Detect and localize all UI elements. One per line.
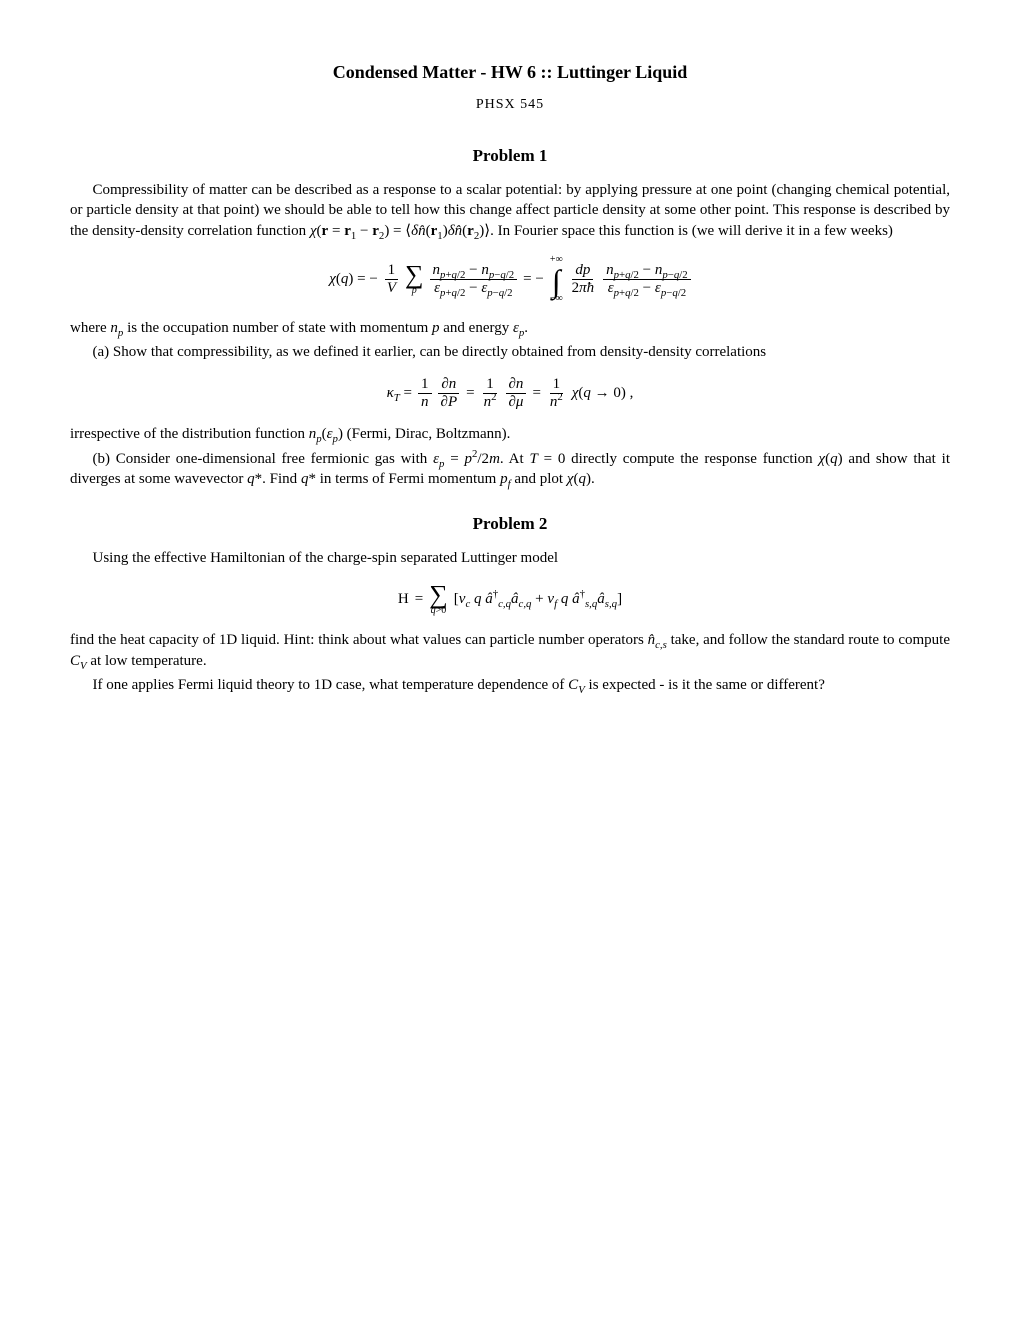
problem1-para2: where np is the occupation number of sta… [70, 318, 950, 338]
problem2-heading: Problem 2 [70, 513, 950, 536]
problem1-para3: (a) Show that compressibility, as we def… [70, 342, 950, 362]
problem1-eq1: χ(q) = − 1V ∑p np+q/2 − np−q/2 εp+q/2 − … [70, 255, 950, 304]
problem1-para5: (b) Consider one-dimensional free fermio… [70, 449, 950, 490]
problem2-para3: If one applies Fermi liquid theory to 1D… [70, 675, 950, 695]
problem2-para1: Using the effective Hamiltonian of the c… [70, 548, 950, 568]
problem2-para2: find the heat capacity of 1D liquid. Hin… [70, 630, 950, 671]
problem1-para1: Compressibility of matter can be describ… [70, 180, 950, 241]
course-code: PHSX 545 [70, 96, 950, 115]
problem1-eq2: κT = 1n ∂n∂P = 1n2 ∂n∂μ = 1n2 χ(q → 0) , [70, 376, 950, 410]
problem1-para4: irrespective of the distribution functio… [70, 424, 950, 444]
page-title: Condensed Matter - HW 6 :: Luttinger Liq… [70, 60, 950, 84]
problem1-heading: Problem 1 [70, 145, 950, 168]
problem2-eq1: H = ∑q>0 [vc q â†c,qâc,q + vf q â†s,qâs,… [70, 582, 950, 616]
